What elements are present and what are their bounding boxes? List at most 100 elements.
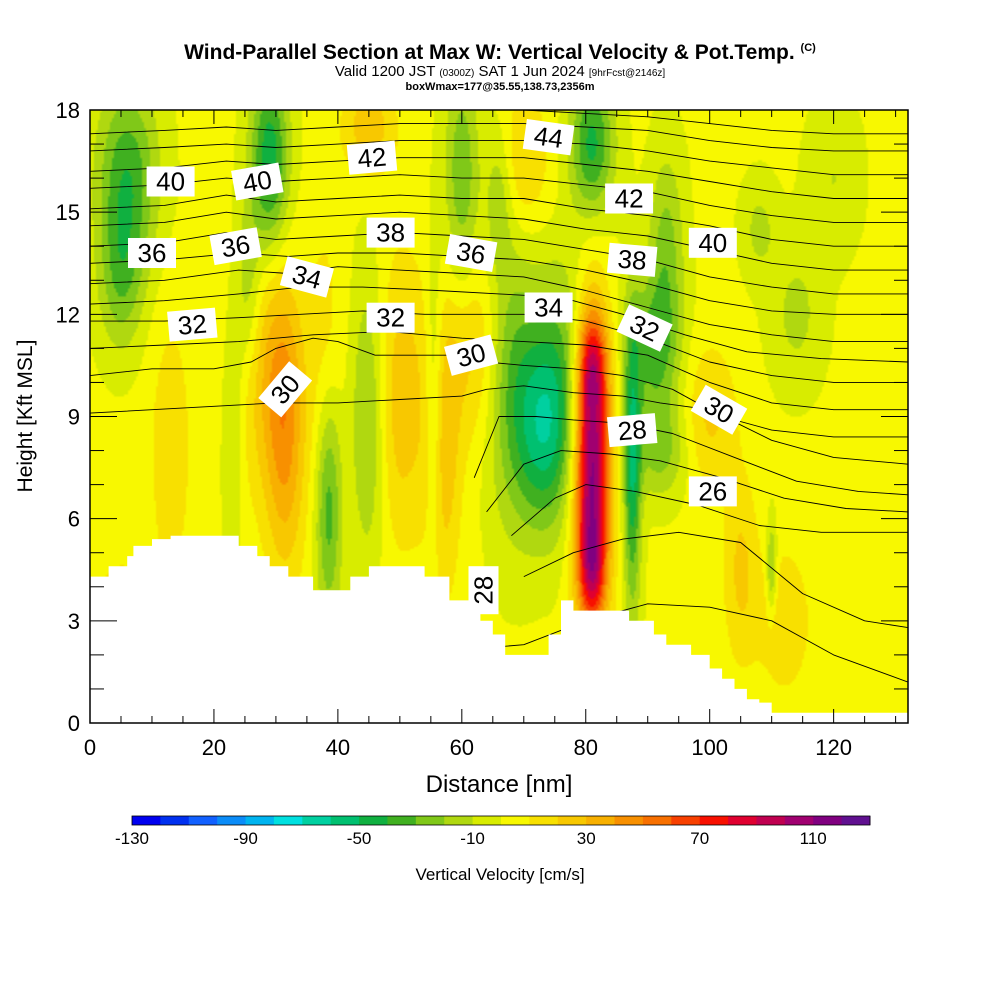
copyright-mark: (C) <box>800 42 816 54</box>
contour-label: 28 <box>606 413 658 448</box>
y-tick-label: 6 <box>68 507 80 532</box>
colorbar-swatch <box>444 816 474 825</box>
title-block: Wind-Parallel Section at Max W: Vertical… <box>0 36 1000 93</box>
colorbar: -130 -90 -50 -10 30 70 110 <box>115 815 871 848</box>
colorbar-swatch <box>273 816 303 825</box>
colorbar-tick-label: -50 <box>347 829 372 848</box>
colorbar-swatch <box>841 816 871 825</box>
contour-label-text: 40 <box>240 164 274 199</box>
contour-label: 36 <box>128 238 176 268</box>
theta-contour-37 <box>90 211 908 271</box>
colorbar-swatch <box>756 816 786 825</box>
colorbar-swatch <box>728 816 757 825</box>
x-tick-label: 40 <box>326 735 350 760</box>
contour-label-text: 34 <box>534 293 563 323</box>
x-tick-label: 0 <box>84 735 96 760</box>
theta-contour-40 <box>90 157 908 199</box>
contour-label-box <box>605 183 654 214</box>
contour-label-box <box>128 238 176 268</box>
contour-label-text: 32 <box>177 308 208 340</box>
contour-label-text: 28 <box>616 414 647 446</box>
contour-label-text: 26 <box>698 476 727 506</box>
x-axis-label: Distance [nm] <box>426 771 573 798</box>
contour-label-box <box>444 334 499 376</box>
x-tick-label: 120 <box>815 735 852 760</box>
contour-label-box <box>366 302 415 333</box>
contour-label-text: 36 <box>454 236 488 271</box>
contour-label-box <box>606 242 658 277</box>
valid-utc: (0300Z) <box>439 68 475 79</box>
contour-label-box <box>522 119 575 156</box>
title-main: Wind-Parallel Section at Max W: Vertical… <box>184 41 795 64</box>
contour-label: 38 <box>606 242 658 277</box>
colorbar-tick-label: -10 <box>460 829 485 848</box>
x-tick-label: 80 <box>574 735 598 760</box>
colorbar-swatch <box>245 816 275 825</box>
colorbar-swatch <box>217 816 247 825</box>
contour-label: 36 <box>444 234 498 272</box>
valid-time: Valid 1200 JST (0300Z) SAT 1 Jun 2024 [9… <box>0 63 1000 81</box>
contour-label-text: 40 <box>156 167 185 197</box>
y-axis-label: Height [Kft MSL] <box>14 340 37 493</box>
theta-contour-32 <box>90 310 908 383</box>
theta-contour-25 <box>523 531 908 629</box>
colorbar-swatch <box>330 816 360 825</box>
contour-label: 44 <box>522 119 575 156</box>
valid-date: SAT 1 Jun 2024 <box>478 63 585 80</box>
contour-label: 36 <box>209 227 262 266</box>
theta-contour-38 <box>90 194 908 247</box>
y-tick-label: 12 <box>56 302 80 327</box>
colorbar-swatch <box>302 816 332 825</box>
colorbar-swatch <box>188 816 218 825</box>
contour-label-text: 40 <box>698 228 727 258</box>
theta-contour-27 <box>486 450 908 513</box>
y-tick-label: 15 <box>56 200 80 225</box>
colorbar-swatch <box>387 816 417 825</box>
colorbar-swatch <box>160 816 190 825</box>
contour-label-text: 28 <box>469 576 499 605</box>
valid-prefix: Valid 1200 JST <box>334 63 436 80</box>
contour-label: 28 <box>468 566 499 615</box>
x-tick-label: 60 <box>450 735 474 760</box>
colorbar-swatch <box>642 816 672 825</box>
x-tick-label: 20 <box>202 735 226 760</box>
colorbar-tick-label: 70 <box>690 829 709 848</box>
contour-label-box <box>366 217 415 248</box>
theta-contour-42 <box>90 123 908 152</box>
contour-label: 40 <box>146 166 195 197</box>
theta-contour-34 <box>90 266 908 343</box>
contour-label: 32 <box>366 302 415 333</box>
colorbar-tick-label: -90 <box>233 829 258 848</box>
theta-contour-41 <box>90 140 908 176</box>
colorbar-swatch <box>529 816 559 825</box>
colorbar-swatch <box>472 816 502 825</box>
theta-contour-29 <box>90 385 908 465</box>
contour-label-text: 36 <box>138 238 167 268</box>
terrain-mask <box>90 535 908 723</box>
contour-label-box <box>688 227 737 258</box>
chart-title: Wind-Parallel Section at Max W: Vertical… <box>0 36 1000 65</box>
theta-contour-26 <box>511 484 908 537</box>
colorbar-tick-label: 110 <box>800 829 827 848</box>
contour-label-box <box>524 292 573 323</box>
theta-contour-24 <box>399 603 908 683</box>
contour-label-box <box>606 413 658 448</box>
colorbar-swatch <box>359 816 388 825</box>
contour-label-box <box>167 307 218 342</box>
colorbar-swatch <box>415 816 445 825</box>
theta-contour-33 <box>90 286 908 363</box>
forecast-info: [9hrFcst@2146z] <box>588 68 666 79</box>
colorbar-tick-label: -130 <box>115 829 149 848</box>
contour-label-box <box>346 140 398 175</box>
contour-label: 30 <box>444 334 499 376</box>
contour-label-box <box>279 256 334 298</box>
y-tick-label: 18 <box>56 98 80 123</box>
colorbar-swatch <box>586 816 616 825</box>
contour-label-box <box>231 162 284 201</box>
box-info: boxWmax=177@35.55,138.73,2356m <box>405 81 595 93</box>
contour-label: 32 <box>167 307 218 342</box>
contour-label-text: 42 <box>356 141 387 173</box>
contour-label-text: 42 <box>615 184 644 214</box>
